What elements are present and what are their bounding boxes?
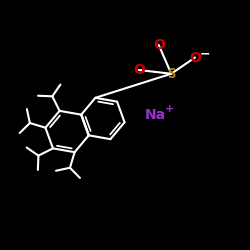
- Text: O: O: [153, 38, 165, 52]
- Text: Na: Na: [144, 108, 166, 122]
- Text: O: O: [133, 63, 145, 77]
- Text: +: +: [164, 104, 174, 115]
- Text: −: −: [199, 48, 210, 61]
- Text: S: S: [167, 67, 175, 81]
- Text: O: O: [189, 50, 201, 64]
